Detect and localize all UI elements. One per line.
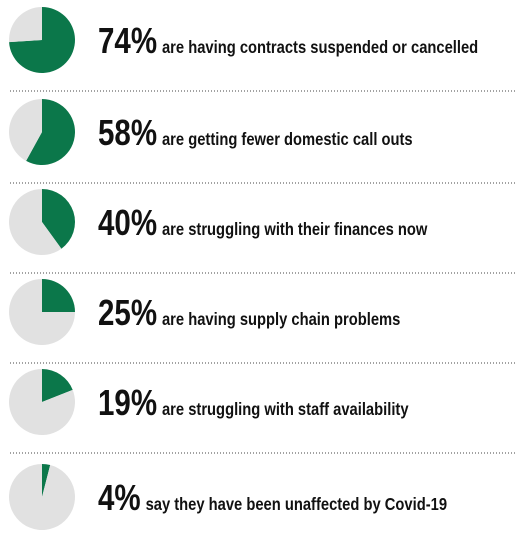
percentage: 40% bbox=[98, 202, 157, 242]
pie-slice bbox=[8, 189, 62, 256]
pie-slice bbox=[8, 464, 76, 530]
description: are having supply chain problems bbox=[162, 310, 400, 330]
pie-slice bbox=[42, 464, 51, 497]
pie-slice bbox=[26, 99, 75, 166]
pie-slice bbox=[9, 7, 42, 43]
description: are struggling with their finances now bbox=[162, 220, 428, 240]
pie-slice bbox=[42, 279, 75, 312]
pie-slice bbox=[42, 189, 75, 249]
stat-line: 58% are getting fewer domestic call outs bbox=[98, 112, 413, 152]
percentage: 19% bbox=[98, 382, 157, 422]
pie-slice bbox=[9, 369, 76, 436]
percentage: 4% bbox=[98, 477, 141, 517]
stat-line: 4% say they have been unaffected by Covid… bbox=[98, 477, 447, 517]
percentage: 74% bbox=[98, 20, 157, 60]
description: are getting fewer domestic call outs bbox=[162, 130, 413, 150]
stat-line: 74% are having contracts suspended or can… bbox=[98, 20, 478, 60]
pie-slice bbox=[8, 99, 42, 161]
description: say they have been unaffected by Covid-1… bbox=[146, 495, 447, 515]
pie-slice bbox=[9, 7, 75, 73]
pie-slice bbox=[9, 279, 75, 345]
stat-line: 19% are struggling with staff availabilit… bbox=[98, 382, 409, 422]
stat-line: 40% are struggling with their finances no… bbox=[98, 202, 428, 242]
percentage: 58% bbox=[98, 112, 157, 152]
description: are having contracts suspended or cancel… bbox=[162, 38, 478, 58]
stat-line: 25% are having supply chain problems bbox=[98, 292, 400, 332]
pie-slice bbox=[42, 369, 73, 402]
percentage: 25% bbox=[98, 292, 157, 332]
description: are struggling with staff availability bbox=[162, 400, 409, 420]
